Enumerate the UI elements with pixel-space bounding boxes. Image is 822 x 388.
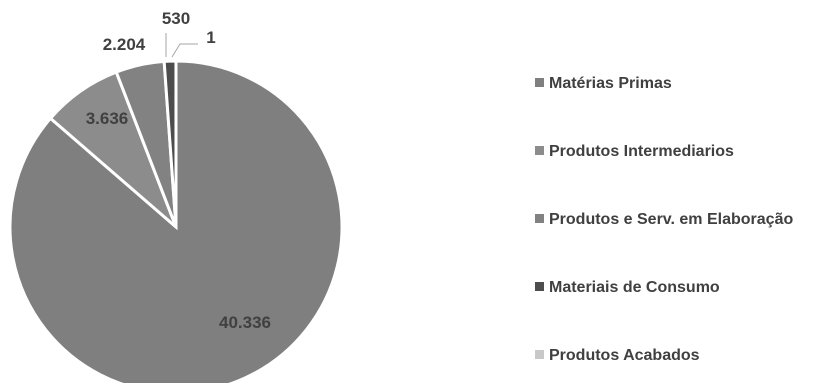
legend-label-2: Produtos e Serv. em Elaboração [549,211,793,228]
leader-line-4 [172,44,198,57]
legend-swatch-0 [535,78,544,87]
data-label-3: 530 [162,9,190,28]
legend-swatch-1 [535,146,544,155]
leader-lines [166,33,198,57]
legend-swatch-4 [535,350,544,359]
legend-swatch-2 [535,214,544,223]
data-label-2: 2.204 [103,35,146,54]
data-label-4: 1 [206,28,215,47]
data-label-0: 40.336 [219,313,271,332]
data-label-1: 3.636 [86,109,129,128]
legend: Matérias Primas Produtos Intermediarios Pr… [535,75,793,364]
legend-label-4: Produtos Acabados [549,347,700,364]
legend-label-0: Matérias Primas [549,75,672,92]
legend-label-1: Produtos Intermediarios [549,143,734,160]
legend-swatch-3 [535,282,544,291]
legend-label-3: Materiais de Consumo [549,279,720,296]
pie-slices [10,61,342,383]
